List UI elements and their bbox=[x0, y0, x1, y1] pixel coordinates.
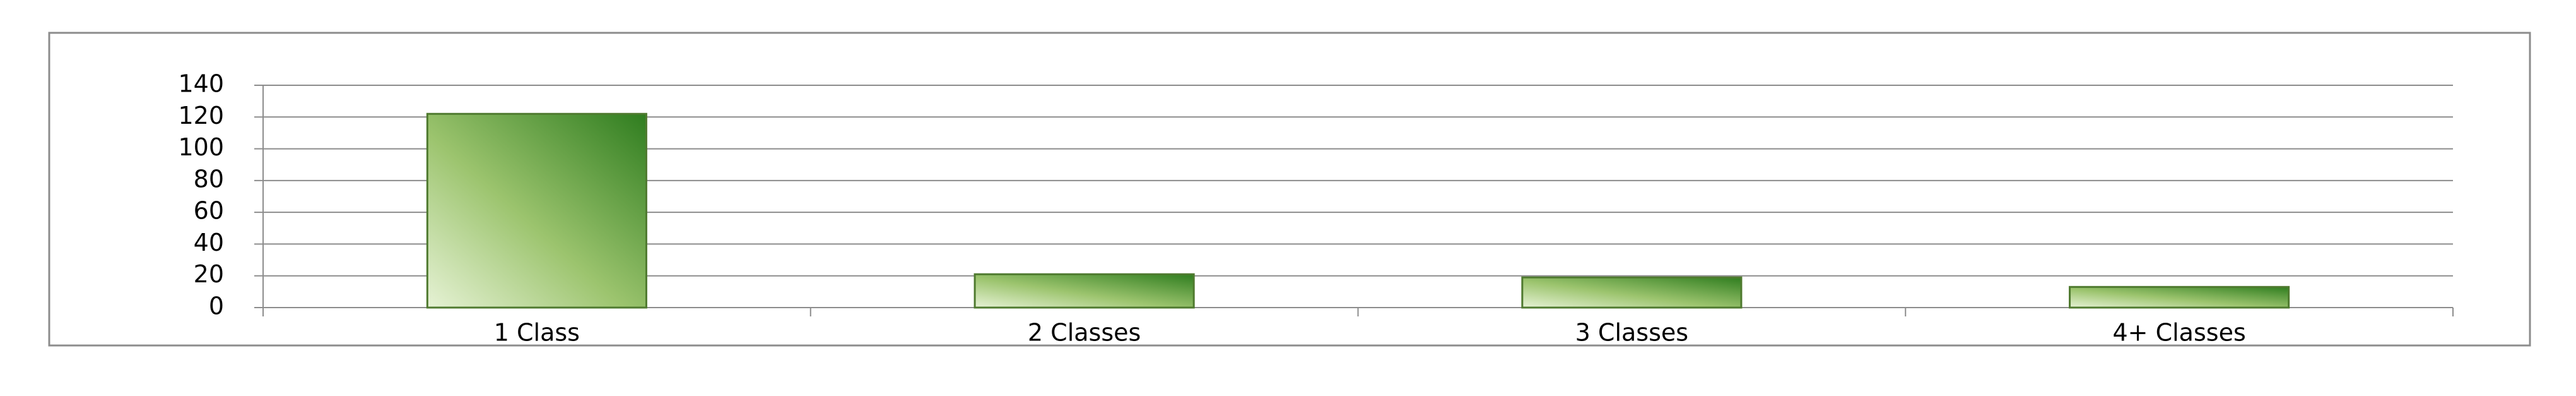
y-tick-label: 140 bbox=[178, 70, 224, 98]
bar bbox=[973, 273, 1195, 309]
y-tick-label: 0 bbox=[209, 292, 224, 320]
bar bbox=[2069, 285, 2290, 309]
y-tick-label: 120 bbox=[178, 102, 224, 129]
bar bbox=[426, 112, 647, 309]
x-tick-label: 4+ Classes bbox=[2113, 319, 2246, 347]
y-tick-label: 20 bbox=[194, 260, 224, 288]
y-tick-label: 60 bbox=[194, 197, 224, 225]
y-tick-label: 40 bbox=[194, 229, 224, 256]
y-tick-label: 100 bbox=[178, 133, 224, 161]
x-tick-label: 2 Classes bbox=[1028, 319, 1141, 347]
x-tick-label: 1 Class bbox=[494, 319, 580, 347]
x-tick-label: 3 Classes bbox=[1575, 319, 1688, 347]
y-tick-label: 80 bbox=[194, 165, 224, 193]
bar bbox=[1521, 276, 1743, 309]
